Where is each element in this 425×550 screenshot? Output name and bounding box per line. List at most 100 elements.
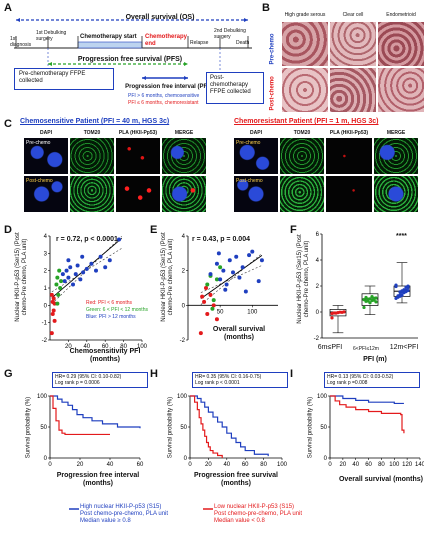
y-tick-label: 0 xyxy=(316,310,320,316)
panel-letter-b: B xyxy=(262,2,270,14)
data-point xyxy=(75,263,80,268)
data-point xyxy=(202,299,207,304)
sens-col-pla: PLA (HKII-Pp53) xyxy=(118,130,158,136)
res-pre-pla-image xyxy=(326,138,372,174)
chart-d-scatter: -2 -1 0 1 2 3 4 20 40 60 80 100 xyxy=(42,234,148,348)
data-point xyxy=(208,272,213,277)
data-point xyxy=(103,265,108,270)
data-point xyxy=(368,301,372,305)
y-tick-label: 100 xyxy=(177,394,188,400)
data-point xyxy=(71,282,75,287)
survival-curve xyxy=(190,395,269,457)
pfi-label: Progression free interval (PFI) xyxy=(125,84,211,90)
x-tick-label: 60 xyxy=(242,462,249,468)
histology-row-pre: Pre-chemo xyxy=(269,33,276,65)
f-cat-3: 12m<PFI xyxy=(389,344,419,351)
data-point xyxy=(58,286,63,290)
y-tick-label: 0 xyxy=(324,456,328,462)
panel-letter-d: D xyxy=(4,224,12,236)
survival-curve xyxy=(190,395,223,458)
survival-curve xyxy=(50,395,141,429)
data-point xyxy=(204,286,208,290)
data-point xyxy=(374,300,378,304)
h-stat-logrank: Log rank p < 0.0001 xyxy=(195,380,240,386)
i-xlabel: Overall survival (months) xyxy=(338,476,424,483)
legend-low-line3: Median value < 0.8 xyxy=(214,518,265,524)
data-point xyxy=(49,331,54,336)
legend-high-line1: High nuclear HKII-P-p53 (S15) xyxy=(80,504,162,510)
data-point xyxy=(362,305,366,310)
data-point xyxy=(51,308,56,313)
res-col-dapi: DAPI xyxy=(250,130,262,136)
x-tick-label: 40 xyxy=(107,462,114,468)
data-point xyxy=(211,303,216,308)
data-point xyxy=(51,296,56,301)
timeline-chemo-end: Chemotherapy end xyxy=(145,34,188,47)
pfi-chemosensitive: PFI > 6 months, chemosensitive xyxy=(128,93,200,99)
data-point xyxy=(89,261,94,266)
y-tick-label: 4 xyxy=(316,258,320,264)
data-point xyxy=(52,301,57,306)
data-point xyxy=(73,272,78,277)
f-significance: **** xyxy=(396,233,407,240)
data-point xyxy=(98,254,103,259)
survival-curve xyxy=(330,395,405,434)
h-stat-hr: HR= 0.35 (95% CI: 0.16-0.75) xyxy=(195,374,262,380)
res-post-dapi-image xyxy=(234,176,278,212)
legend-high-line xyxy=(69,508,79,510)
regression-line xyxy=(200,255,263,300)
data-point xyxy=(84,266,89,271)
data-point xyxy=(64,268,69,273)
post-chemo-box: Post-chemotherapy FFPE collected xyxy=(206,72,264,104)
data-point xyxy=(50,312,55,316)
y-tick-label: 3 xyxy=(44,251,48,257)
data-point xyxy=(208,292,213,297)
res-col-tom20: TOM20 xyxy=(293,130,311,136)
sens-pre-tom20-image xyxy=(70,138,114,174)
y-tick-label: 0 xyxy=(44,303,48,309)
g-stat-logrank: Log rank p = 0.0006 xyxy=(55,380,100,386)
data-point xyxy=(224,282,229,287)
os-label: Overall survival (OS) xyxy=(125,14,195,21)
sens-col-tom20: TOM20 xyxy=(83,130,101,136)
y-tick-label: 50 xyxy=(40,425,47,431)
data-point xyxy=(117,237,121,242)
e-xlabel: Overall survival (months) xyxy=(212,326,266,341)
data-point xyxy=(81,270,86,275)
y-tick-label: 2 xyxy=(316,284,320,290)
x-tick-label: 60 xyxy=(137,462,144,468)
f-cat-1: 6m≤PFI xyxy=(317,344,343,351)
x-tick-label: 20 xyxy=(65,344,72,348)
data-point xyxy=(66,275,71,280)
x-tick-label: 80 xyxy=(378,462,385,468)
data-point xyxy=(80,254,85,259)
panel-letter-e: E xyxy=(150,224,158,236)
pfs-label: Progression free survival (PFS) xyxy=(77,56,183,63)
timeline-relapse: Relapse xyxy=(190,40,209,46)
d-xlabel: Chemosensitivity PFI (months) xyxy=(69,348,141,363)
histology-image-endo-post xyxy=(378,68,424,112)
survival-curve xyxy=(50,395,110,436)
x-tick-label: 60 xyxy=(102,344,109,348)
data-point xyxy=(398,293,402,297)
sens-pre-dapi-image xyxy=(24,138,68,174)
data-point xyxy=(54,282,59,287)
h-ylabel: Survival probability (%) xyxy=(167,396,174,459)
panel-letter-g: G xyxy=(4,368,13,380)
pre-chemo-box: Pre-chemotherapy FFPE collected xyxy=(14,68,114,90)
chemoresistant-title: Chemoresistant Patient (PFI = 1 m, HGS 3… xyxy=(234,118,379,125)
x-tick-label: 100 xyxy=(277,462,288,468)
legend-low-line xyxy=(203,508,213,510)
data-point xyxy=(259,258,264,263)
data-point xyxy=(200,294,205,299)
sens-row-pre: Pre-chemo xyxy=(26,140,51,146)
data-point xyxy=(243,289,248,294)
data-point xyxy=(402,288,406,292)
f-cat-2: 6<PFI≤12m xyxy=(353,346,379,352)
y-tick-label: 50 xyxy=(320,425,327,431)
sens-post-tom20-image xyxy=(70,176,114,212)
d-ylabel: Nuclear HKII-P-p53 (Ser15) (Post chemo-P… xyxy=(15,232,28,322)
sens-row-post: Post-chemo xyxy=(26,178,53,184)
data-point xyxy=(366,297,370,301)
data-point xyxy=(56,292,61,297)
